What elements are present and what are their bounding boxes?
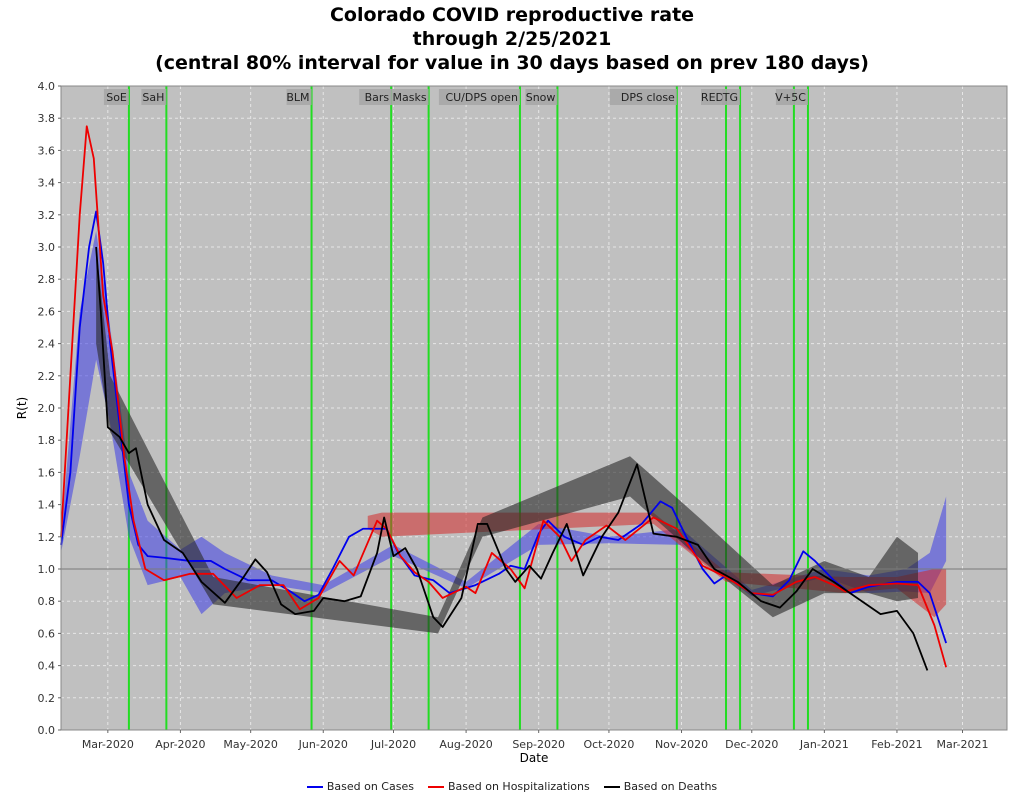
chart-title-line-1: Colorado COVID reproductive rate <box>329 4 695 26</box>
legend-swatch-hospitalizations <box>427 785 444 788</box>
y-tick-label: 3.2 <box>38 209 56 222</box>
event-label: Bars <box>365 91 390 104</box>
y-tick-label: 3.8 <box>38 112 56 125</box>
y-tick-label: 1.8 <box>38 434 56 447</box>
y-tick-label: 3.0 <box>38 241 56 254</box>
interval-band <box>367 512 947 618</box>
x-tick-label: Mar-2020 <box>82 738 134 751</box>
y-tick-label: 1.6 <box>38 466 56 479</box>
x-tick-label: Nov-2020 <box>655 738 708 751</box>
event-label: SoE <box>106 91 127 104</box>
legend-item-hospitalizations: Based on Hospitalizations <box>427 780 590 793</box>
event-label: DPS close <box>621 91 675 104</box>
y-tick-label: 0.4 <box>38 660 56 673</box>
event-label: BLM <box>286 91 309 104</box>
event-label-box <box>286 89 312 105</box>
series-line <box>60 125 947 668</box>
legend-swatch-cases <box>306 785 323 788</box>
y-tick-label: 2.8 <box>38 273 56 286</box>
legend-swatch-deaths <box>603 785 620 788</box>
x-tick-label: Mar-2021 <box>937 738 989 751</box>
x-tick-label: Jun-2020 <box>298 738 348 751</box>
legend-item-deaths: Based on Deaths <box>603 780 718 793</box>
event-label-box <box>609 89 677 105</box>
x-axis-ticks: Mar-2020 Apr-2020 May-2020 Jun-2020 Jul-2020… <box>82 730 989 751</box>
y-tick-label: 2.0 <box>38 402 56 415</box>
event-label: Masks <box>393 91 427 104</box>
x-axis-label: Date <box>520 751 549 765</box>
legend-item-cases: Based on Cases <box>306 780 414 793</box>
event-label-box <box>389 89 429 105</box>
event-label: V+ <box>775 91 792 104</box>
chart-title-line-3: (central 80% interval for value in 30 da… <box>155 52 869 74</box>
legend-label-deaths: Based on Deaths <box>623 780 718 793</box>
y-tick-label: 1.2 <box>38 531 56 544</box>
chart-title-line-2: through 2/25/2021 <box>412 28 612 50</box>
event-label: Snow <box>526 91 556 104</box>
y-tick-label: 1.0 <box>38 563 56 576</box>
y-tick-label: 3.4 <box>38 177 56 190</box>
x-tick-label: Dec-2020 <box>725 738 778 751</box>
x-tick-label: May-2020 <box>223 738 278 751</box>
legend: Based on Cases Based on Hospitalizations… <box>0 780 1024 793</box>
interval-band <box>96 247 919 634</box>
x-tick-label: Jul-2020 <box>370 738 416 751</box>
y-tick-label: 0.8 <box>38 595 56 608</box>
x-tick-label: Oct-2020 <box>583 738 634 751</box>
y-tick-label: 1.4 <box>38 499 56 512</box>
event-label-box <box>141 89 167 105</box>
series-lines <box>60 125 947 671</box>
y-tick-label: 0.2 <box>38 692 56 705</box>
event-label-box <box>789 89 808 105</box>
event-label: 5C <box>791 91 806 104</box>
y-tick-label: 2.6 <box>38 305 56 318</box>
event-label: CU/DPS open <box>445 91 518 104</box>
x-tick-label: Aug-2020 <box>439 738 492 751</box>
x-tick-label: Jan-2021 <box>799 738 849 751</box>
y-tick-label: 4.0 <box>38 80 56 93</box>
y-tick-label: 0.6 <box>38 627 56 640</box>
x-tick-label: Apr-2020 <box>155 738 205 751</box>
event-label-box <box>525 89 558 105</box>
y-axis-label: R(t) <box>15 397 29 419</box>
y-axis-ticks: 0.0 0.2 0.4 0.6 0.8 1.0 1.2 1.4 1.6 1.8 2.0 2.2 2.4 2… <box>38 80 61 737</box>
interval-bands <box>61 230 947 634</box>
x-tick-label: Feb-2021 <box>871 738 922 751</box>
legend-label-hospitalizations: Based on Hospitalizations <box>447 780 590 793</box>
event-label-box <box>775 89 794 105</box>
event-label: TG <box>722 91 738 104</box>
series-line <box>95 246 929 671</box>
y-tick-label: 2.2 <box>38 370 56 383</box>
event-label-box <box>722 89 741 105</box>
legend-label-cases: Based on Cases <box>326 780 414 793</box>
y-tick-label: 2.4 <box>38 338 56 351</box>
event-markers: SoE SaH BLM Bars Masks CU/DPS open Snow DPS clo… <box>103 86 809 730</box>
event-label-box <box>701 89 727 105</box>
chart-title: Colorado COVID reproductive rate through… <box>0 3 1024 75</box>
event-label: SaH <box>142 91 164 104</box>
event-label-box <box>359 89 392 105</box>
series-line <box>60 210 947 644</box>
x-tick-label: Sep-2020 <box>512 738 565 751</box>
event-label: RED <box>701 91 724 104</box>
y-tick-label: 3.6 <box>38 144 56 157</box>
event-label-box <box>103 89 129 105</box>
y-tick-label: 0.0 <box>38 724 56 737</box>
event-label-box <box>438 89 520 105</box>
